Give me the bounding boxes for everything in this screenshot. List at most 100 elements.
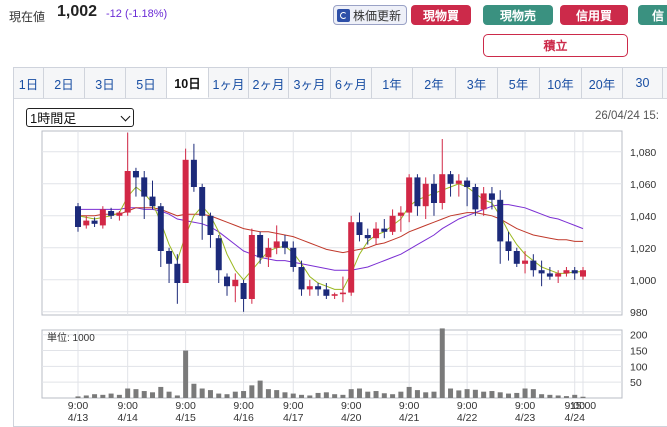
tab-11[interactable]: 2年 xyxy=(413,68,456,98)
volume-bar xyxy=(174,395,180,398)
x-date-label: 4/24 xyxy=(565,412,586,423)
candle-body xyxy=(91,220,98,224)
candle-body xyxy=(571,270,578,274)
candle-body xyxy=(381,228,388,232)
tab-3[interactable]: 3日 xyxy=(85,68,126,98)
chart-datetime: 26/04/24 15: xyxy=(595,110,659,122)
x-time-label: 9:00 xyxy=(399,400,420,412)
volume-bar xyxy=(431,391,437,398)
chart-panel xyxy=(13,67,667,427)
tab-4[interactable]: 5日 xyxy=(126,68,167,98)
candle-body xyxy=(108,211,115,216)
volume-bar xyxy=(448,388,454,398)
tab-7[interactable]: 2ヶ月 xyxy=(249,68,289,98)
tab-5[interactable]: 10日 xyxy=(167,68,209,98)
tab-16[interactable]: 30 xyxy=(623,68,663,98)
candle-body xyxy=(364,235,371,239)
volume-bar xyxy=(456,390,462,398)
volume-bar xyxy=(116,394,122,398)
x-date-label: 4/14 xyxy=(117,412,138,423)
tab-1[interactable]: 1日 xyxy=(14,68,44,98)
volume-bar xyxy=(224,394,230,398)
candle-body xyxy=(389,215,396,232)
tab-14[interactable]: 10年 xyxy=(540,68,582,98)
cash-sell-button[interactable]: 現物売 xyxy=(483,5,553,25)
tab-6[interactable]: 1ヶ月 xyxy=(209,68,249,98)
candle-body xyxy=(124,171,131,213)
candle-body xyxy=(281,241,288,248)
candle-body xyxy=(406,177,413,213)
x-date-label: 4/20 xyxy=(341,412,362,423)
volume-bar xyxy=(265,389,271,398)
x-date-label: 4/17 xyxy=(283,412,304,423)
candle-body xyxy=(141,177,148,197)
x-date-label: 4/21 xyxy=(399,412,420,423)
volume-bar xyxy=(315,392,321,398)
candle-body xyxy=(182,159,189,283)
tab-12[interactable]: 3年 xyxy=(456,68,498,98)
tab-10[interactable]: 1年 xyxy=(372,68,413,98)
x-date-label: 4/15 xyxy=(175,412,196,423)
x-time-label: 15:00 xyxy=(570,400,596,412)
price-plot-frame xyxy=(41,130,623,316)
x-time-label: 9:00 xyxy=(233,400,254,412)
volume-bar xyxy=(398,391,404,398)
volume-bar xyxy=(472,389,478,398)
volume-bar xyxy=(580,396,586,398)
cash-buy-button[interactable]: 現物買 xyxy=(411,5,471,25)
candle-body xyxy=(248,235,255,299)
ma-long-line xyxy=(78,204,584,271)
tab-9[interactable]: 6ヶ月 xyxy=(331,68,372,98)
candle-body xyxy=(174,263,181,283)
volume-bar xyxy=(406,386,412,398)
candle-body xyxy=(497,199,504,242)
volume-bar xyxy=(290,393,296,398)
candle-body xyxy=(166,251,173,264)
x-time-label: 9:00 xyxy=(457,400,478,412)
refresh-price-label: 株価更新 xyxy=(353,8,402,23)
candle-body xyxy=(488,193,495,200)
candle-body xyxy=(397,212,404,216)
tsumitate-button[interactable]: 積立 xyxy=(483,34,628,57)
candle-body xyxy=(430,183,437,203)
candle-body xyxy=(306,286,313,290)
volume-bar xyxy=(75,396,81,398)
volume-bar xyxy=(439,328,445,398)
current-price-value: 1,002 xyxy=(57,3,98,20)
margin-more-button[interactable]: 信 xyxy=(638,5,667,25)
refresh-price-button[interactable]: 株価更新 xyxy=(333,5,407,25)
volume-bar xyxy=(150,392,156,398)
volume-bar xyxy=(373,391,379,398)
candle-body xyxy=(513,251,520,264)
volume-bar xyxy=(257,380,263,398)
tab-15[interactable]: 20年 xyxy=(582,68,623,98)
candle-body xyxy=(422,183,429,207)
candle-body xyxy=(538,270,545,274)
candle-body xyxy=(339,292,346,295)
volume-bar xyxy=(514,392,520,398)
volume-bar xyxy=(365,391,371,398)
interval-select[interactable]: 1時間足 xyxy=(26,108,134,127)
candle-body xyxy=(232,279,239,287)
tab-2[interactable]: 2日 xyxy=(44,68,85,98)
candle-body xyxy=(580,270,586,277)
volume-bar xyxy=(563,396,569,398)
volume-bar xyxy=(100,394,106,398)
tab-8[interactable]: 3ヶ月 xyxy=(289,68,331,98)
candle-body xyxy=(207,215,214,235)
price-tick-label: 1,060 xyxy=(630,179,656,191)
margin-buy-button[interactable]: 信用買 xyxy=(560,5,628,25)
candle-body xyxy=(373,228,380,239)
volume-bar xyxy=(216,393,222,398)
volume-bar xyxy=(356,388,362,398)
volume-bar xyxy=(92,394,98,398)
candle-body xyxy=(530,260,537,271)
volume-bar xyxy=(522,388,528,398)
volume-bar xyxy=(108,393,114,398)
x-date-label: 4/13 xyxy=(68,412,89,423)
candle-body xyxy=(273,241,280,248)
volume-tick-label: 150 xyxy=(630,346,648,358)
tab-13[interactable]: 5年 xyxy=(498,68,540,98)
volume-bar xyxy=(505,393,511,398)
refresh-icon xyxy=(337,8,350,22)
